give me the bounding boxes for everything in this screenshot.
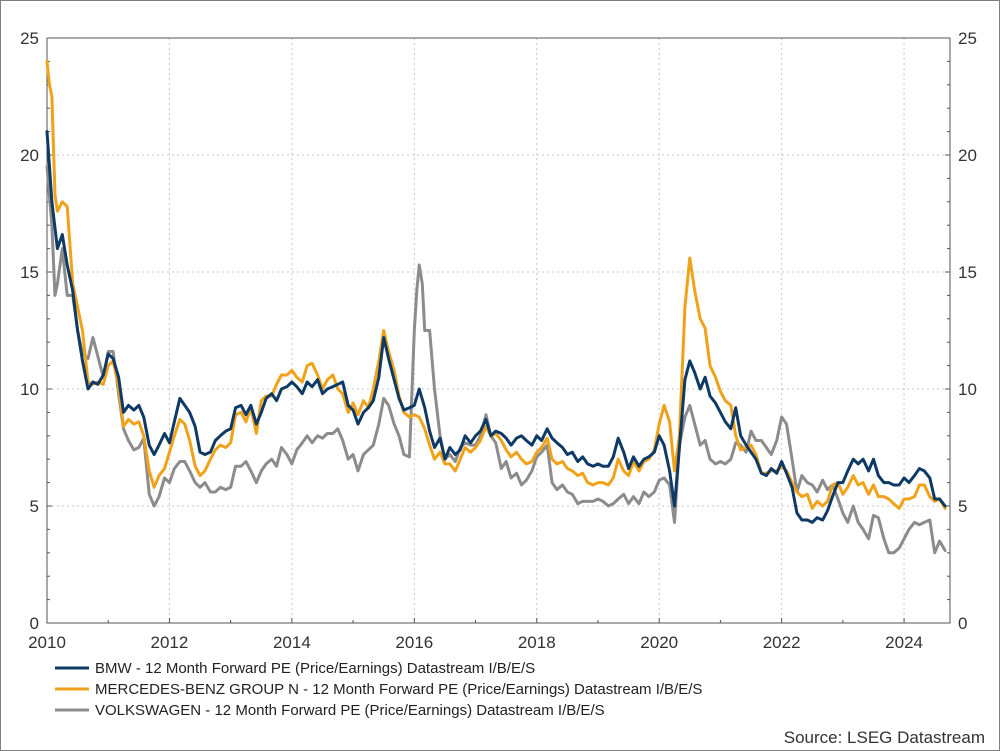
y-tick-label-right: 20: [958, 146, 977, 165]
y-tick-label-left: 15: [20, 263, 39, 282]
y-tick-label-right: 15: [958, 263, 977, 282]
y-tick-label-right: 0: [958, 614, 967, 633]
gridlines: [47, 38, 950, 623]
series-lines: [45, 59, 947, 555]
x-tick-label: 2016: [395, 633, 433, 652]
y-tick-label-left: 5: [30, 497, 39, 516]
legend: BMW - 12 Month Forward PE (Price/Earning…: [55, 660, 702, 719]
series-line-0: [45, 130, 947, 524]
series-line-2: [45, 165, 947, 555]
x-tick-label: 2022: [763, 633, 801, 652]
plot-area: [46, 37, 951, 624]
y-tick-label-left: 25: [20, 29, 39, 48]
x-tick-label: 2020: [640, 633, 678, 652]
x-tick-label: 2024: [885, 633, 923, 652]
y-tick-label-left: 20: [20, 146, 39, 165]
y-tick-label-right: 25: [958, 29, 977, 48]
source-note: Source: LSEG Datastream: [784, 728, 985, 747]
y-tick-label-right: 5: [958, 497, 967, 516]
y-axis-right-tick-labels: 0 5 10 15 20 25: [958, 29, 977, 633]
y-tick-label-right: 10: [958, 380, 977, 399]
minor-ticks: [46, 37, 950, 624]
legend-entry: BMW - 12 Month Forward PE (Price/Earning…: [95, 660, 535, 677]
x-tick-label: 2014: [273, 633, 311, 652]
legend-entry: MERCEDES-BENZ GROUP N - 12 Month Forward…: [95, 681, 702, 698]
x-tick-label: 2012: [151, 633, 189, 652]
y-axis-left-tick-labels: 0 5 10 15 20 25: [20, 29, 39, 633]
legend-entry: VOLKSWAGEN - 12 Month Forward PE (Price/…: [95, 702, 605, 719]
x-tick-label: 2018: [518, 633, 556, 652]
y-tick-label-left: 0: [30, 614, 39, 633]
x-tick-label: 2010: [28, 633, 66, 652]
y-tick-label-left: 10: [20, 380, 39, 399]
x-axis-tick-labels: 2010 2012 2014 2016 2018 2020 2022 2024: [28, 633, 923, 652]
